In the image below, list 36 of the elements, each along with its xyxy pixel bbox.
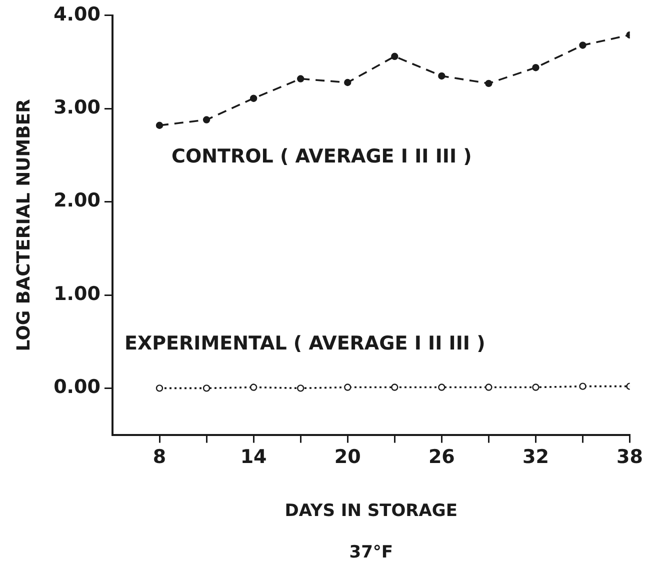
point	[296, 75, 304, 82]
point	[250, 94, 258, 102]
point	[532, 384, 540, 391]
series-label: EXPERIMENTAL ( AVERAGE I II III )	[124, 332, 486, 354]
point	[202, 116, 210, 124]
y-tick-label: 3.00	[54, 96, 100, 119]
x-tick-label: 26	[428, 446, 455, 468]
point	[156, 384, 164, 392]
y-tick-label: 1.00	[54, 282, 100, 305]
point	[202, 384, 210, 392]
point	[391, 384, 398, 391]
series-label: CONTROL ( AVERAGE I II III )	[172, 145, 472, 168]
x-tick-label: 14	[240, 446, 267, 468]
y-axis-title: LOG BACTERIAL NUMBER	[13, 98, 34, 352]
point	[391, 52, 398, 60]
point	[438, 72, 446, 80]
point	[250, 384, 258, 391]
y-tick-label: 4.00	[54, 3, 100, 26]
point	[438, 384, 446, 391]
point	[579, 382, 586, 390]
x-axis-title: DAYS IN STORAGE	[284, 501, 458, 522]
point	[485, 80, 492, 88]
point	[156, 122, 164, 129]
point	[532, 64, 540, 72]
y-tick-label: 2.00	[54, 190, 100, 212]
point	[485, 384, 492, 391]
x-tick-label: 20	[334, 446, 361, 468]
x-tick-label: 38	[616, 446, 644, 468]
text: 37°F	[349, 542, 394, 562]
y-tick-label: 0.00	[54, 376, 100, 398]
point	[344, 78, 352, 86]
point	[296, 384, 304, 392]
x-tick-label: 32	[522, 446, 549, 468]
point	[579, 42, 586, 49]
x-tick-label: 8	[152, 446, 166, 468]
point	[344, 384, 352, 391]
